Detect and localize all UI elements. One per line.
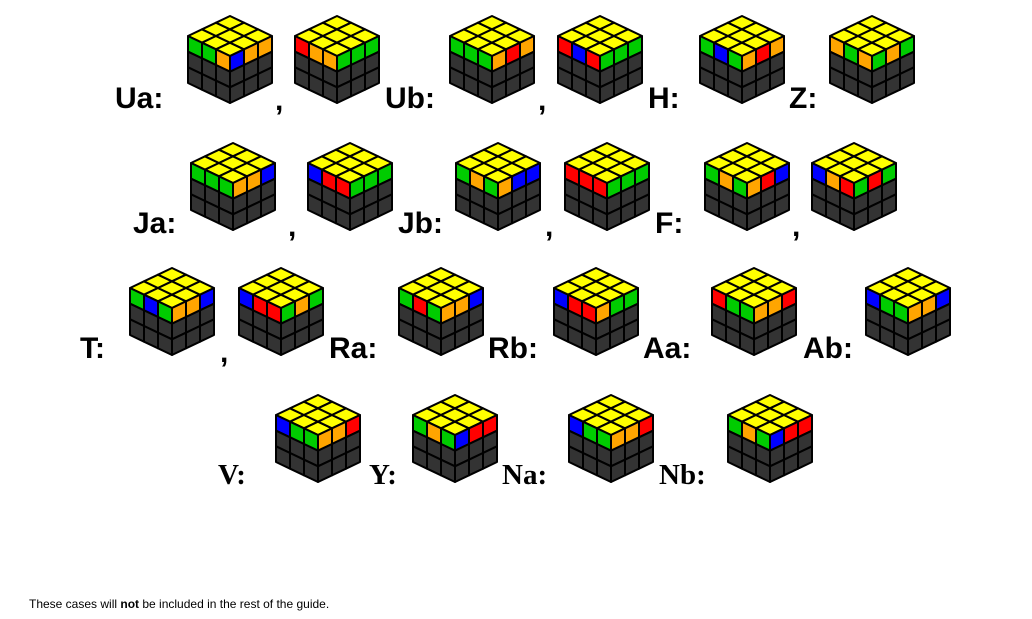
cube-icon [129, 267, 215, 356]
right-sticker [769, 66, 785, 91]
case-label-aa: Aa: [643, 332, 692, 365]
cube-icon [557, 15, 643, 104]
cube-icon [398, 267, 484, 356]
case-label-nb: Nb: [659, 459, 706, 491]
case-label-na: Na: [502, 459, 548, 491]
case-label-ra: Ra: [329, 332, 378, 365]
case-label-ab: Ab: [803, 332, 853, 365]
right-sticker [634, 193, 650, 218]
case-label-ua: Ua: [115, 82, 164, 115]
cube-icon [449, 15, 535, 104]
cube-icon [294, 15, 380, 104]
case-label-ja: Ja: [133, 207, 177, 240]
right-sticker [199, 318, 215, 343]
right-sticker [638, 445, 654, 470]
case-label-f: F: [655, 207, 684, 240]
case-separator: , [288, 210, 297, 243]
cube-icon [727, 394, 813, 483]
cube-icon [412, 394, 498, 483]
cube-icon [711, 267, 797, 356]
right-sticker [260, 193, 276, 218]
case-separator: , [545, 210, 554, 243]
right-sticker [797, 445, 813, 470]
case-separator: , [275, 84, 284, 117]
caption: These cases will not be included in the … [29, 597, 329, 611]
case-label-ub: Ub: [385, 82, 435, 115]
right-sticker [774, 193, 790, 218]
cube-icon [568, 394, 654, 483]
caption-text: These cases will [29, 597, 121, 611]
right-sticker [308, 318, 324, 343]
right-sticker [364, 66, 380, 91]
case-label-t: T: [80, 332, 105, 365]
cube-icon [187, 15, 273, 104]
case-label-v: V: [218, 459, 246, 491]
right-sticker [935, 318, 951, 343]
case-separator: , [792, 210, 801, 243]
cube-icon [829, 15, 915, 104]
case-label-jb: Jb: [398, 207, 443, 240]
case-label-y: Y: [369, 459, 397, 491]
case-label-rb: Rb: [488, 332, 538, 365]
caption-text-end: be included in the rest of the guide. [139, 597, 330, 611]
case-separator: , [220, 336, 229, 369]
case-label-h: H: [648, 82, 680, 115]
cube-icon [564, 142, 650, 231]
case-label-z: Z: [789, 82, 818, 115]
cube-icon [704, 142, 790, 231]
cube-icon [699, 15, 785, 104]
right-sticker [899, 66, 915, 91]
case-separator: , [538, 84, 547, 117]
right-sticker [377, 193, 393, 218]
right-sticker [257, 66, 273, 91]
right-sticker [482, 445, 498, 470]
right-sticker [627, 66, 643, 91]
right-sticker [781, 318, 797, 343]
right-sticker [881, 193, 897, 218]
cube-icon [553, 267, 639, 356]
cube-icon [307, 142, 393, 231]
cube-icon [865, 267, 951, 356]
cube-icon [275, 394, 361, 483]
right-sticker [623, 318, 639, 343]
right-sticker [345, 445, 361, 470]
right-sticker [519, 66, 535, 91]
caption-emphasis: not [120, 597, 140, 611]
cube-icon [238, 267, 324, 356]
cube-icon [455, 142, 541, 231]
right-sticker [468, 318, 484, 343]
cube-icon [190, 142, 276, 231]
right-sticker [525, 193, 541, 218]
cube-icon [811, 142, 897, 231]
